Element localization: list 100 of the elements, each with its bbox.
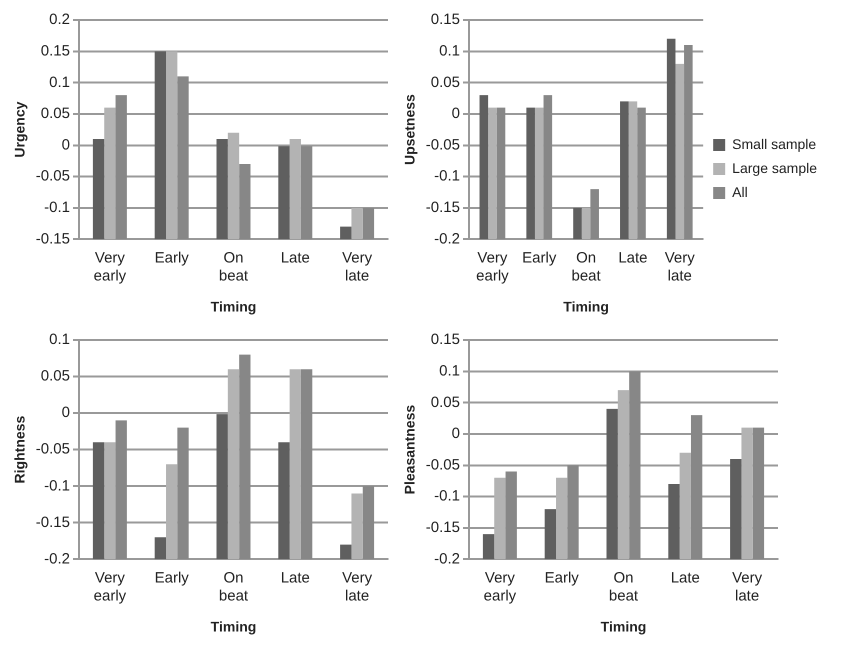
y-tick-label: -0.1 — [434, 488, 460, 505]
bar — [666, 38, 676, 240]
bar — [629, 371, 640, 560]
bar — [340, 544, 352, 560]
x-tick-label: Early — [522, 249, 557, 266]
x-tick-label: Late — [280, 569, 310, 586]
y-tick-label: 0.05 — [40, 105, 70, 122]
bar — [741, 428, 753, 560]
bar — [116, 95, 127, 240]
bar — [278, 442, 290, 560]
bar — [239, 164, 250, 240]
bar — [684, 45, 693, 240]
legend-label: All — [732, 184, 748, 200]
bar — [606, 408, 618, 560]
bar — [300, 369, 312, 560]
bar — [482, 534, 494, 560]
bar — [228, 369, 240, 560]
y-tick-label: 0.15 — [430, 11, 460, 28]
bar — [480, 95, 488, 240]
bar — [494, 478, 506, 560]
bar — [340, 226, 352, 240]
bar — [730, 458, 742, 560]
bar — [590, 189, 599, 240]
bar — [216, 138, 228, 240]
bar — [618, 390, 630, 560]
bar — [637, 108, 646, 240]
y-tick-label: -0.1 — [44, 199, 70, 216]
y-tick-label: 0.05 — [40, 368, 70, 385]
x-tick-label: Early — [544, 569, 580, 586]
x-axis-title: Timing — [600, 618, 646, 634]
y-tick-label: -0.1 — [44, 477, 70, 494]
bar — [300, 146, 312, 240]
x-tick-label: Early — [154, 569, 190, 586]
x-tick-label: Very early — [484, 569, 517, 604]
bar — [228, 132, 240, 240]
y-axis-title: Pleasantness — [401, 404, 418, 494]
bar — [544, 509, 556, 560]
bar — [351, 208, 363, 240]
y-tick-label: -0.2 — [434, 230, 460, 248]
y-tick-label: -0.05 — [426, 456, 460, 474]
y-tick-label: 0.15 — [40, 42, 70, 60]
bar — [239, 354, 250, 560]
x-tick-label: On beat — [571, 249, 602, 284]
y-axis-title: Urgency — [11, 101, 28, 158]
y-tick-label: 0.1 — [439, 362, 460, 380]
bar — [177, 76, 189, 240]
bar — [166, 464, 178, 560]
x-tick-label: Late — [280, 249, 310, 266]
bar — [690, 415, 702, 560]
bar — [582, 208, 590, 240]
y-tick-label: -0.15 — [426, 519, 460, 536]
legend-label: Large sample — [732, 160, 818, 176]
y-tick-label: -0.1 — [434, 168, 460, 185]
y-tick-label: 0.1 — [49, 74, 70, 91]
bar — [362, 208, 374, 240]
x-tick-label: Very late — [342, 249, 373, 284]
x-axis-title: Timing — [210, 618, 256, 634]
y-tick-label: -0.15 — [36, 230, 70, 248]
bar — [526, 108, 535, 240]
y-tick-label: -0.2 — [434, 550, 460, 568]
y-tick-label: 0.1 — [439, 42, 460, 60]
bar — [154, 537, 166, 560]
bar — [620, 101, 629, 240]
x-tick-label: Very late — [732, 569, 763, 604]
y-tick-label: -0.2 — [44, 550, 70, 568]
x-tick-label: Late — [618, 249, 648, 266]
x-axis-title: Timing — [563, 298, 609, 314]
bar — [177, 428, 189, 560]
y-tick-label: -0.05 — [426, 136, 460, 154]
bar — [534, 108, 544, 240]
y-tick-label: 0 — [62, 404, 70, 422]
x-axis-title: Timing — [210, 298, 256, 314]
x-tick-label: On beat — [608, 569, 639, 604]
y-axis-title: Rightness — [11, 416, 28, 484]
y-axis-title: Upsetness — [401, 94, 418, 166]
bar — [362, 486, 374, 560]
y-tick-label: 0.15 — [430, 331, 460, 348]
x-tick-label: On beat — [218, 569, 249, 604]
bar — [290, 369, 301, 560]
y-tick-label: -0.15 — [426, 199, 460, 216]
y-tick-label: -0.15 — [36, 514, 70, 531]
y-tick-label: 0.1 — [49, 331, 70, 348]
y-tick-label: -0.05 — [36, 440, 70, 458]
bar — [573, 208, 582, 240]
bar — [104, 108, 116, 240]
bar — [556, 478, 568, 560]
bar — [290, 138, 301, 240]
y-tick-label: 0.05 — [430, 394, 460, 411]
bar — [675, 64, 684, 240]
bar — [488, 108, 497, 240]
bar — [506, 472, 517, 560]
x-tick-label: On beat — [218, 249, 249, 284]
bar — [278, 146, 290, 240]
bar — [567, 465, 579, 560]
x-tick-label: Very late — [664, 249, 696, 284]
bar — [166, 51, 178, 240]
x-tick-label: Very early — [94, 569, 127, 604]
legend-label: Small sample — [732, 136, 816, 152]
bar — [92, 138, 104, 240]
y-tick-label: 0 — [62, 136, 70, 154]
